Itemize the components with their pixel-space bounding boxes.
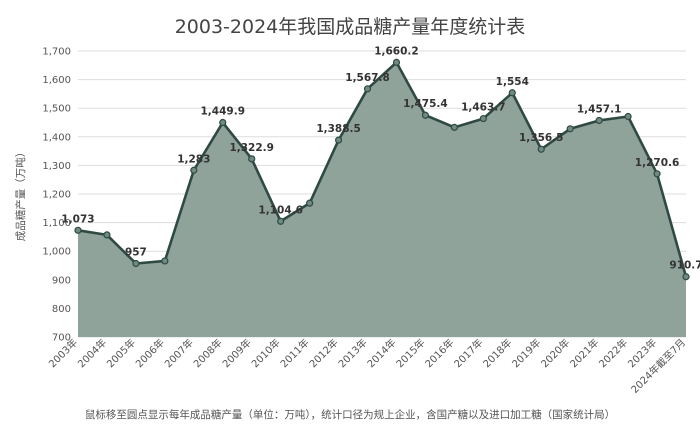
x-tick-label: 2009年 [220,336,254,370]
data-point[interactable] [450,123,458,131]
x-tick-label: 2016年 [422,336,456,370]
data-point[interactable] [363,85,372,93]
data-point[interactable] [624,112,632,121]
x-tick-label: 2017年 [451,336,485,370]
x-tick-label: 2005年 [104,336,138,370]
data-label: 910.7 [669,260,700,272]
data-label: 1,554 [496,76,529,88]
y-tick-label: 1,200 [42,190,71,201]
data-label: 1,104.6 [258,204,303,216]
data-point[interactable] [132,259,140,268]
data-point[interactable] [334,136,343,144]
area-fill [78,62,686,337]
data-point[interactable] [537,145,545,153]
data-label: 1,322.9 [229,142,274,154]
x-tick-label: 2004年 [75,336,109,370]
data-label: 1,270.6 [635,157,680,169]
data-point[interactable] [566,125,574,133]
y-tick-label: 1,400 [42,132,71,143]
chart-footnote: 鼠标移至圆点显示每年成品糖产量（单位：万吨），统计口径为规上企业，含国产糖以及进… [84,409,616,421]
x-tick-label: 2013年 [335,336,369,370]
y-tick-label: 1,300 [42,161,71,172]
y-tick-label: 900 [52,275,71,286]
data-point[interactable] [161,257,169,265]
x-tick-label: 2012年 [306,336,340,370]
x-tick-label: 2008年 [191,336,225,370]
x-tick-label: 2007年 [162,336,196,370]
y-tick-label: 700 [52,333,71,344]
data-point[interactable] [103,231,111,239]
data-point[interactable] [74,226,82,234]
y-tick-label: 1,700 [42,47,71,58]
data-point[interactable] [508,89,516,97]
x-tick-label: 2022年 [596,336,630,370]
data-label: 1,463.7 [461,102,506,114]
series-line [77,61,688,278]
data-point[interactable] [190,166,198,174]
data-label: 1,283 [177,153,210,165]
data-label: 1,356.5 [519,132,564,144]
data-label: 957 [125,246,147,258]
data-point[interactable] [421,111,430,119]
x-tick-label: 2014年 [364,336,398,370]
data-point[interactable] [277,217,285,225]
y-tick-label: 1,000 [42,247,71,258]
x-tick-label: 2021年 [567,336,601,370]
x-tick-label: 2015年 [393,336,427,370]
chart-title: 2003-2024年我国成品糖产量年度统计表 [174,16,526,38]
y-tick-label: 1,600 [42,75,71,86]
data-point[interactable] [653,170,661,178]
y-tick-label: 1,500 [42,104,71,115]
data-label: 1,449.9 [201,106,246,118]
data-label: 1,660.2 [374,45,419,57]
y-tick-label: 800 [52,304,71,315]
x-tick-label: 2020年 [538,336,572,370]
data-label: 1,475.4 [403,98,448,110]
data-label: 1,567.8 [345,72,390,84]
x-tick-label: 2019年 [509,336,543,370]
data-label: 1,073 [61,213,94,225]
data-label: 1,457.1 [577,103,622,115]
data-point[interactable] [219,118,227,127]
data-point[interactable] [248,155,256,163]
x-tick-label: 2011年 [277,336,311,370]
x-tick-label: 2006年 [133,336,167,370]
y-axis-title: 成品糖产量（万吨） [14,147,27,242]
x-tick-label: 2010年 [249,336,283,370]
data-label: 1,388.5 [316,123,361,135]
data-point[interactable] [392,58,401,66]
y-tick-label: 1,100 [42,218,71,229]
data-point[interactable] [306,199,314,207]
data-point[interactable] [479,114,487,123]
x-tick-label: 2018年 [480,336,514,370]
data-point[interactable] [682,273,690,281]
data-point[interactable] [595,116,603,125]
